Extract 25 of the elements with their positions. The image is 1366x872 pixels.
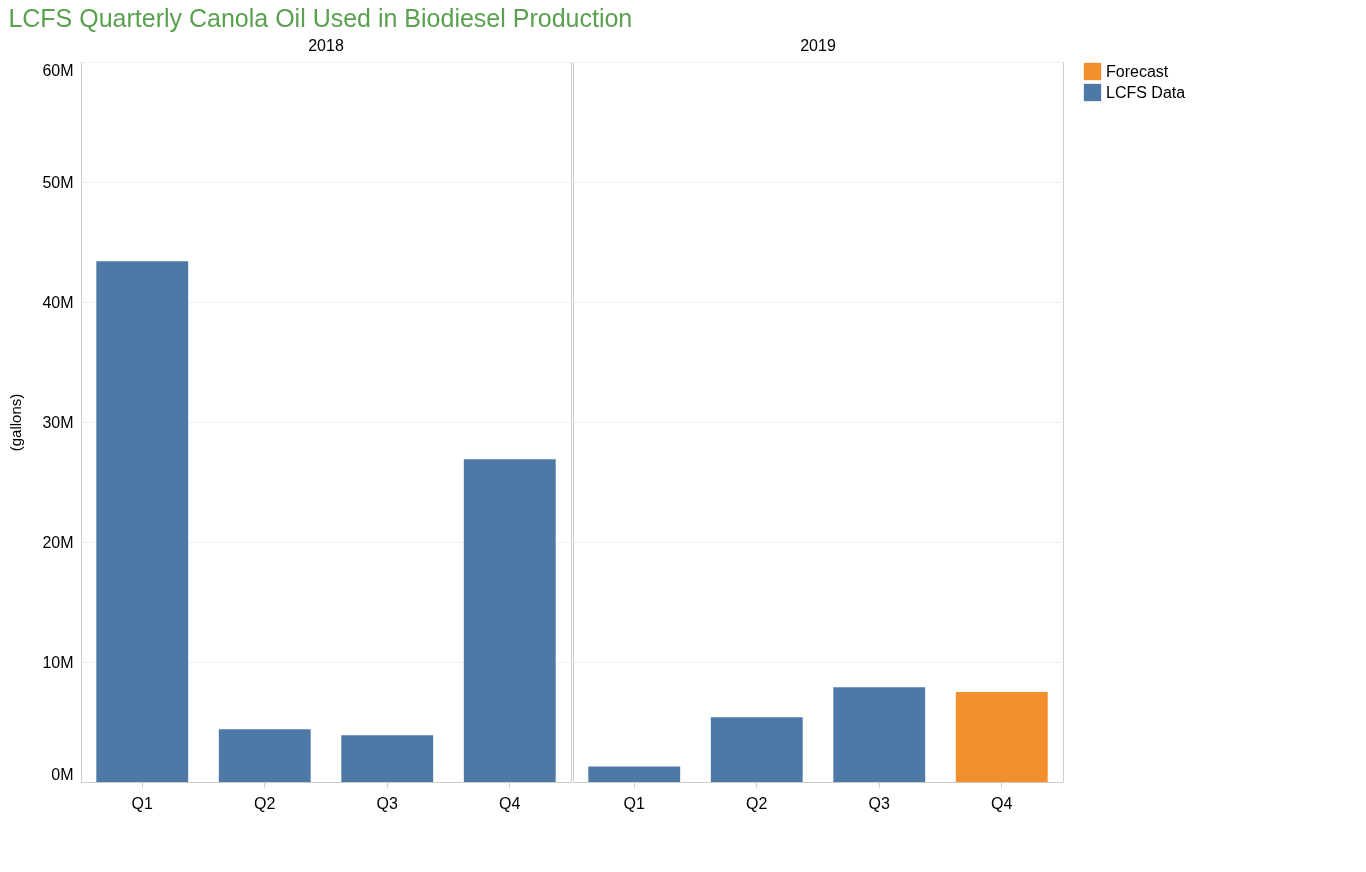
x-tick-label: Q1 bbox=[623, 794, 646, 812]
chart-title: LCFS Quarterly Canola Oil Used in Biodiesel Production bbox=[8, 3, 633, 32]
bar bbox=[833, 687, 926, 782]
x-tick-label: Q3 bbox=[376, 794, 399, 812]
y-tick-label: 30M bbox=[42, 413, 74, 431]
x-tick-label: Q1 bbox=[131, 794, 154, 812]
legend-label: Forecast bbox=[1106, 62, 1169, 80]
bar bbox=[955, 692, 1048, 782]
y-tick-label: 60M bbox=[42, 61, 74, 79]
x-tick-label: Q2 bbox=[746, 794, 768, 812]
y-tick-label: 20M bbox=[42, 533, 74, 551]
y-tick-label: 0M bbox=[51, 765, 74, 783]
bar bbox=[588, 766, 681, 782]
y-axis-title: (gallons) bbox=[7, 393, 25, 452]
bar bbox=[710, 717, 803, 782]
x-tick-label: Q4 bbox=[991, 794, 1013, 812]
x-tick-label: Q3 bbox=[868, 794, 891, 812]
x-axis-title: 2018 bbox=[308, 37, 344, 54]
y-tick-label: 40M bbox=[42, 293, 74, 311]
y-tick-label: 50M bbox=[42, 173, 74, 191]
y-tick-label: 10M bbox=[42, 653, 74, 671]
x-tick-label: Q2 bbox=[254, 794, 276, 812]
x-axis-title: 2019 bbox=[800, 37, 836, 54]
legend-label: LCFS Data bbox=[1106, 83, 1186, 101]
x-tick-label: Q4 bbox=[499, 794, 521, 812]
